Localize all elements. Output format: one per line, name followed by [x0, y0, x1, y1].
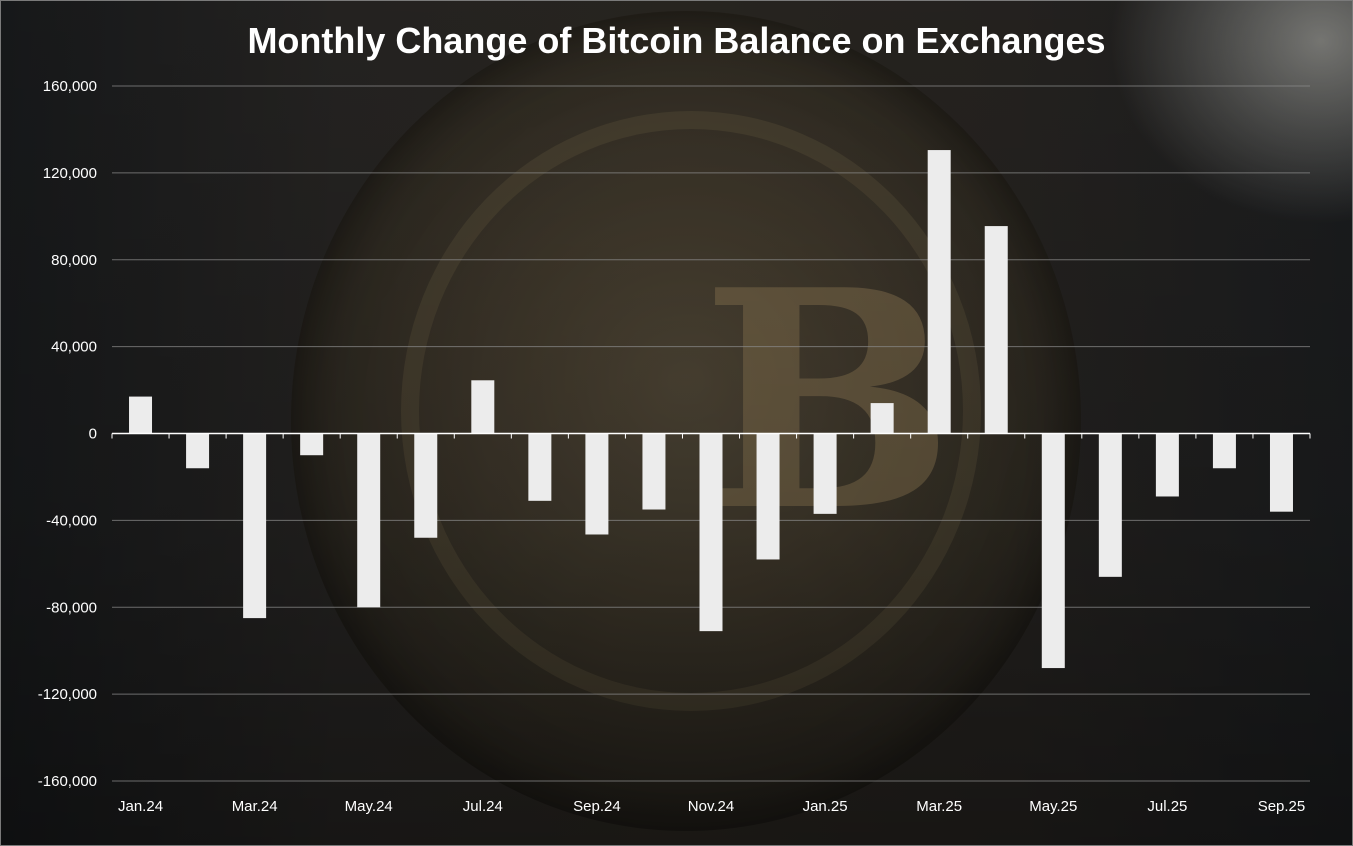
bar-dec-24: [756, 433, 780, 560]
x-tick-label: May.25: [1029, 798, 1077, 815]
x-tick-label: Mar.24: [232, 798, 278, 815]
bar-mar-25: [927, 150, 951, 434]
y-tick-label: -80,000: [46, 599, 97, 616]
bar-jun-24: [414, 433, 438, 538]
y-tick-label: 0: [89, 426, 97, 443]
x-tick-label: Nov.24: [688, 798, 734, 815]
y-tick-label: 40,000: [51, 339, 97, 356]
bar-jul-24: [471, 380, 495, 434]
bar-may-24: [357, 433, 381, 608]
x-tick-label: Jan.24: [118, 798, 163, 815]
bar-aug-24: [528, 433, 552, 501]
x-tick-label: Sep.24: [573, 798, 621, 815]
bar-apr-24: [300, 433, 324, 456]
bar-jan-24: [129, 396, 153, 434]
bar-apr-25: [984, 226, 1008, 434]
x-tick-label: Jan.25: [803, 798, 848, 815]
bar-sep-24: [585, 433, 609, 535]
chart-title: Monthly Change of Bitcoin Balance on Exc…: [247, 20, 1106, 61]
bar-feb-24: [186, 433, 210, 469]
y-tick-label: -160,000: [38, 773, 97, 790]
x-tick-label: Jul.24: [463, 798, 503, 815]
y-tick-label: -40,000: [46, 512, 97, 529]
y-tick-label: 160,000: [43, 78, 97, 95]
bar-nov-24: [699, 433, 723, 632]
bar-may-25: [1041, 433, 1065, 669]
x-tick-label: Mar.25: [916, 798, 962, 815]
x-tick-label: May.24: [345, 798, 393, 815]
bar-jul-25: [1155, 433, 1179, 497]
bar-jun-25: [1098, 433, 1122, 577]
bar-aug-25: [1212, 433, 1236, 469]
bar-jan-25: [813, 433, 837, 514]
bar-feb-25: [870, 403, 894, 434]
y-tick-label: 120,000: [43, 165, 97, 182]
bar-mar-24: [243, 433, 267, 619]
x-tick-label: Jul.25: [1147, 798, 1187, 815]
y-tick-label: -120,000: [38, 686, 97, 703]
bar-oct-24: [642, 433, 666, 510]
bar-sep-25: [1269, 433, 1293, 512]
x-tick-label: Sep.25: [1258, 798, 1306, 815]
y-tick-label: 80,000: [51, 252, 97, 269]
